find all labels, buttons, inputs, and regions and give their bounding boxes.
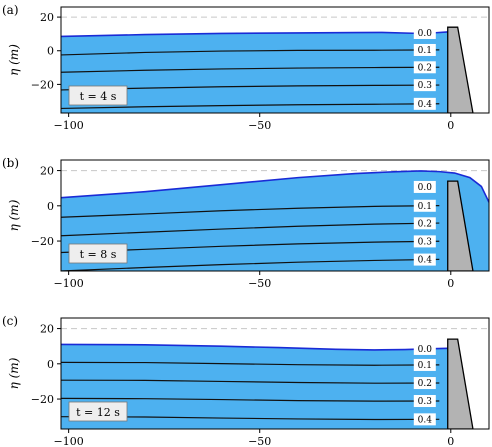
contour-line-4 bbox=[61, 416, 440, 421]
y-tick-label: −20 bbox=[31, 78, 54, 91]
y-tick-label: −20 bbox=[31, 393, 54, 406]
contour-label-1: 0.1 bbox=[418, 46, 432, 56]
time-label-box bbox=[68, 85, 128, 106]
y-tick-label: 0 bbox=[47, 358, 54, 371]
axes-frame bbox=[60, 159, 490, 272]
contour-label-surface-bg bbox=[413, 180, 436, 193]
wall-structure bbox=[447, 180, 474, 271]
wall-structure bbox=[447, 338, 474, 429]
time-label: t = 4 s bbox=[80, 90, 117, 103]
plot-area: 0.0 0.1 0.2 0.3 0.4 bbox=[61, 328, 489, 429]
contour-label-3-bg bbox=[413, 79, 436, 92]
contour-label-surface-bg bbox=[413, 342, 436, 355]
contour-line-4 bbox=[61, 258, 440, 271]
contour-label-1-bg bbox=[413, 358, 436, 371]
contour-label-4-bg bbox=[413, 413, 436, 426]
contour-label-1-bg bbox=[413, 199, 436, 212]
contour-label-3: 0.3 bbox=[418, 237, 433, 247]
x-tick-label: −50 bbox=[248, 435, 271, 447]
y-tick-label: 0 bbox=[47, 45, 54, 58]
contour-label-surface: 0.0 bbox=[418, 29, 433, 39]
y-axis-label: η (m) bbox=[7, 199, 21, 231]
axes-frame bbox=[60, 6, 490, 114]
x-tick-label: 0 bbox=[447, 119, 454, 132]
chart-panel-1: 0.0 0.1 0.2 0.3 0.4 t = 4 s −100 −50 0 20 0 −20 η (m… bbox=[2, 3, 490, 132]
contour-label-2: 0.2 bbox=[418, 379, 432, 389]
y-tick-label: 20 bbox=[40, 11, 54, 24]
x-tick-label: 0 bbox=[447, 435, 454, 447]
x-tick-label: −100 bbox=[54, 277, 84, 290]
chart-panel-2: 0.0 0.1 0.2 0.3 0.4 t = 8 s −100 −50 0 20 0 −20 η (m… bbox=[2, 156, 490, 290]
y-tick-label: 20 bbox=[40, 165, 54, 178]
time-label-box bbox=[68, 401, 128, 422]
x-tick-label: −100 bbox=[54, 119, 84, 132]
axes-frame bbox=[60, 317, 490, 430]
y-axis-label: η (m) bbox=[7, 357, 21, 389]
contour-label-4: 0.4 bbox=[418, 256, 433, 266]
contour-label-1: 0.1 bbox=[418, 361, 432, 371]
y-tick-label: −20 bbox=[31, 235, 54, 248]
contour-line-3 bbox=[61, 84, 440, 91]
contour-label-4: 0.4 bbox=[418, 100, 433, 110]
contour-line-1 bbox=[61, 205, 440, 218]
contour-label-3: 0.3 bbox=[418, 397, 433, 407]
time-label-box bbox=[68, 243, 128, 264]
time-label: t = 12 s bbox=[76, 406, 120, 419]
contour-label-4-bg bbox=[413, 253, 436, 266]
contour-label-2-bg bbox=[413, 377, 436, 390]
contour-line-4 bbox=[61, 103, 440, 110]
panel-label: (b) bbox=[2, 156, 19, 170]
y-tick-label: 20 bbox=[40, 323, 54, 336]
contour-label-2-bg bbox=[413, 217, 436, 230]
wall-structure bbox=[447, 26, 474, 113]
contour-label-2: 0.2 bbox=[418, 219, 432, 229]
contour-line-3 bbox=[61, 397, 440, 402]
contour-label-1: 0.1 bbox=[418, 202, 432, 212]
plot-area: 0.0 0.1 0.2 0.3 0.4 bbox=[61, 170, 489, 271]
contour-line-3 bbox=[61, 240, 440, 254]
contour-label-4-bg bbox=[413, 97, 436, 110]
time-label: t = 8 s bbox=[80, 248, 117, 261]
contour-label-surface: 0.0 bbox=[418, 345, 433, 355]
contour-label-3-bg bbox=[413, 235, 436, 248]
y-axis-label: η (m) bbox=[7, 44, 21, 76]
contour-line-1 bbox=[61, 49, 440, 56]
contour-line-2 bbox=[61, 222, 440, 237]
chart-panel-3: 0.0 0.1 0.2 0.3 0.4 t = 12 s −100 −50 0 20 0 −20 η (… bbox=[2, 314, 490, 447]
x-tick-label: 0 bbox=[447, 277, 454, 290]
contour-label-surface: 0.0 bbox=[418, 183, 433, 193]
plot-area: 0.0 0.1 0.2 0.3 0.4 bbox=[61, 16, 489, 113]
x-tick-label: −50 bbox=[248, 119, 271, 132]
surface-line bbox=[61, 170, 489, 203]
contour-label-3: 0.3 bbox=[418, 81, 433, 91]
x-tick-label: −100 bbox=[54, 435, 84, 447]
y-tick-label: 0 bbox=[47, 200, 54, 213]
contour-label-3-bg bbox=[413, 395, 436, 408]
contour-label-1-bg bbox=[413, 43, 436, 56]
contour-label-2: 0.2 bbox=[418, 63, 432, 73]
panel-label: (c) bbox=[2, 314, 18, 328]
contour-label-2-bg bbox=[413, 61, 436, 74]
contour-line-1 bbox=[61, 361, 440, 366]
contour-label-surface-bg bbox=[413, 26, 436, 39]
panel-label: (a) bbox=[2, 3, 19, 17]
water-area bbox=[61, 170, 489, 271]
contour-line-2 bbox=[61, 379, 440, 384]
contour-label-4: 0.4 bbox=[418, 415, 433, 425]
contour-line-2 bbox=[61, 66, 440, 73]
x-tick-label: −50 bbox=[248, 277, 271, 290]
